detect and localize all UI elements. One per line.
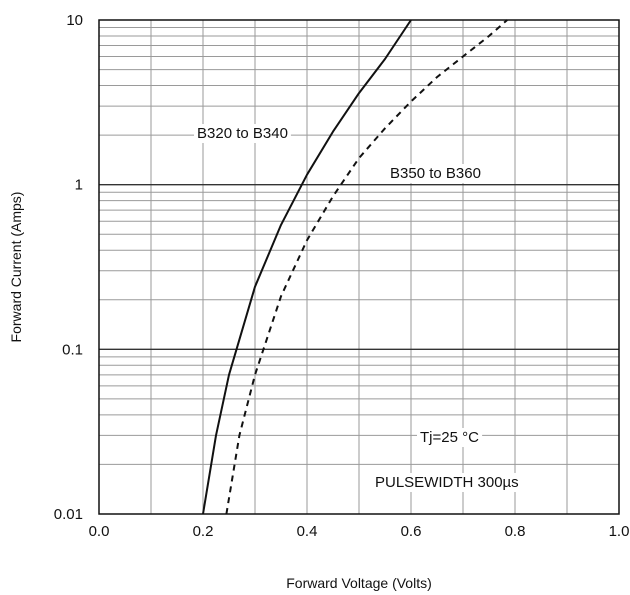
x-tick-label: 0.0 (89, 523, 110, 540)
x-tick-label: 0.4 (297, 523, 318, 540)
y-tick-label: 10 (66, 12, 83, 29)
y-tick-label: 1 (75, 177, 83, 194)
x-tick-label: 1.0 (609, 523, 630, 540)
y-axis-title: Forward Current (Amps) (8, 192, 24, 343)
annotation-bg (417, 428, 483, 447)
series-line (202, 19, 412, 515)
annotation-pulsewidth: PULSEWIDTH 300µs (375, 474, 519, 491)
series-label-b350-b360: B350 to B360 (390, 165, 481, 182)
series-layer (202, 19, 508, 515)
y-tick-label: 0.1 (62, 341, 83, 358)
series-label-bg (194, 124, 291, 143)
series-label-bg (387, 164, 484, 183)
x-tick-label: 0.2 (193, 523, 214, 540)
annotation-bg (372, 473, 522, 492)
series-line (225, 19, 508, 515)
series-label-b320-b340: B320 to B340 (197, 125, 288, 142)
x-tick-label: 0.8 (505, 523, 526, 540)
minor-gridlines (99, 20, 619, 514)
major-gridlines (99, 184, 619, 350)
plot-frame (98, 19, 620, 515)
x-tick-label: 0.6 (401, 523, 422, 540)
y-tick-label: 0.01 (54, 506, 83, 523)
x-axis-title: Forward Voltage (Volts) (286, 575, 432, 591)
annotation-temperature: Tj=25 °C (420, 429, 479, 446)
tick-labels: 0.0 0.2 0.4 0.6 0.8 1.0 0.01 0.1 1 10 (54, 12, 630, 540)
